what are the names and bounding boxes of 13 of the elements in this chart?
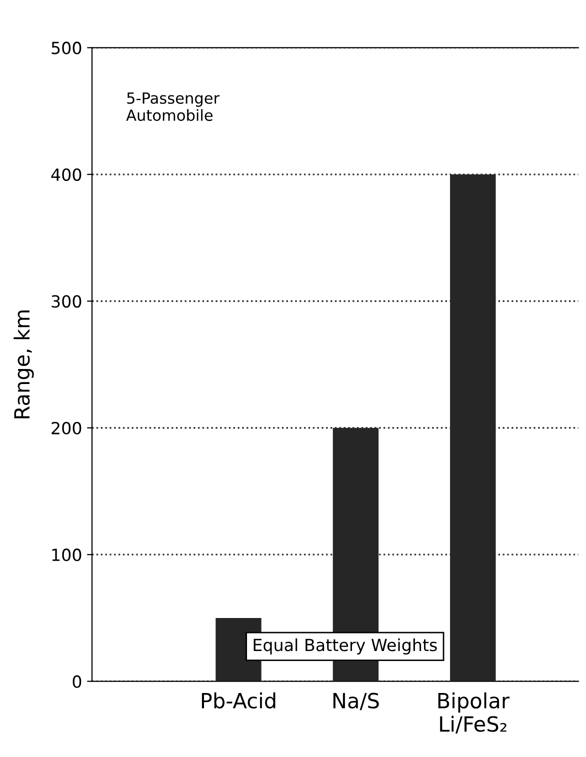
y-axis-title: Range, km: [14, 310, 34, 418]
annotation: Equal Battery Weights: [254, 638, 437, 655]
x-tick-label: Na/S: [333, 692, 379, 710]
y-tick-label: 300: [52, 295, 82, 308]
y-tick-label: 100: [52, 548, 82, 562]
y-tick-label: 0: [72, 675, 82, 688]
y-tick-label: 400: [51, 168, 82, 181]
y-tick-label: 200: [52, 422, 82, 434]
annotation: 5-Passenger Automobile: [126, 92, 220, 121]
x-tick-label: Bipolar Li/FeS₂: [438, 692, 510, 734]
x-tick-label: Pb-Acid: [202, 692, 276, 709]
y-tick-label: 500: [52, 42, 82, 54]
bar: [450, 174, 496, 682]
